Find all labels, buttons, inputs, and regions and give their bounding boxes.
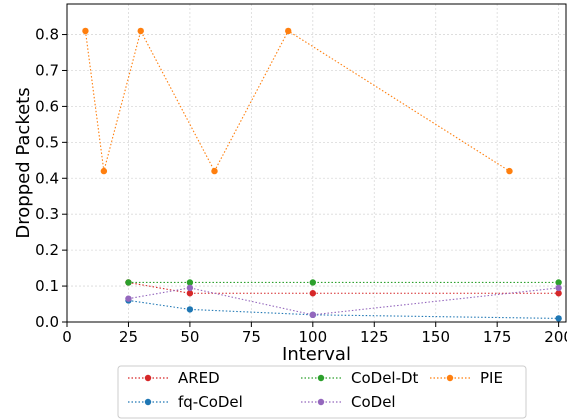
y-tick-label: 0.7 — [35, 61, 59, 79]
data-point — [186, 306, 194, 313]
data-point — [555, 290, 562, 297]
legend-item: fq-CoDel — [128, 393, 243, 411]
legend-marker — [317, 398, 325, 406]
data-point — [506, 167, 513, 175]
legend-item: CoDel-Dt — [301, 369, 419, 387]
x-axis-title: Interval — [282, 344, 351, 365]
series-line — [128, 287, 559, 316]
legend-marker — [144, 374, 152, 382]
x-tick-label: 200 — [544, 328, 567, 346]
data-point — [555, 279, 562, 286]
legend-item: ARED — [128, 369, 220, 387]
data-point — [125, 279, 132, 286]
series-line — [84, 29, 510, 173]
data-point — [309, 290, 317, 297]
data-point — [137, 27, 144, 35]
legend-marker — [317, 374, 325, 382]
x-tick-label: 100 — [298, 328, 327, 346]
x-tick-label: 50 — [180, 328, 199, 346]
series-codel — [125, 284, 562, 319]
data-point — [285, 27, 292, 35]
series-line — [128, 281, 559, 294]
y-tick-label: 0.1 — [35, 277, 59, 295]
data-point — [186, 290, 194, 297]
x-axis: 0 25 50 75 100 125 150 175 200 — [62, 322, 567, 346]
legend-item: PIE — [430, 369, 503, 387]
y-tick-label: 0.5 — [35, 133, 59, 151]
y-tick-label: 0.3 — [35, 205, 59, 223]
data-point — [82, 27, 89, 35]
x-tick-label: 0 — [62, 328, 72, 346]
series-fq-codel — [125, 297, 562, 322]
y-tick-label: 0.4 — [35, 169, 59, 187]
data-point — [309, 279, 317, 286]
series-codel-dt — [125, 279, 562, 286]
series-layer — [82, 27, 562, 322]
x-tick-label: 125 — [360, 328, 389, 346]
legend-marker — [144, 398, 152, 406]
legend-label: fq-CoDel — [178, 393, 243, 411]
legend-label: CoDel — [351, 393, 396, 411]
data-point — [211, 167, 218, 175]
data-point — [555, 284, 562, 292]
y-axis-title: Dropped Packets — [13, 87, 34, 238]
legend-item: CoDel — [301, 393, 396, 411]
y-tick-label: 0.0 — [35, 313, 59, 331]
data-point — [100, 167, 108, 175]
x-tick-label: 75 — [242, 328, 261, 346]
y-axis: 0.0 0.1 0.2 0.3 0.4 0.5 0.6 0.7 0.8 — [35, 26, 67, 331]
data-point — [186, 279, 194, 286]
series-pie — [82, 27, 513, 175]
y-tick-label: 0.6 — [35, 97, 59, 115]
plot-frame — [66, 3, 567, 323]
x-tick-label: 150 — [421, 328, 450, 346]
y-tick-label: 0.2 — [35, 241, 59, 259]
x-tick-label: 175 — [483, 328, 512, 346]
legend-label: PIE — [480, 369, 503, 387]
y-tick-label: 0.8 — [35, 26, 59, 44]
grid-lines — [66, 4, 566, 323]
x-tick-label: 25 — [119, 328, 138, 346]
legend: ARED fq-CoDel CoDel-Dt CoDel PIE — [117, 365, 527, 419]
legend-label: ARED — [178, 369, 220, 387]
legend-marker — [446, 374, 454, 382]
data-point — [309, 311, 317, 319]
legend-label: CoDel-Dt — [351, 369, 419, 387]
legend-box — [117, 365, 527, 419]
data-point — [125, 295, 132, 302]
series-line — [128, 299, 559, 319]
data-point — [186, 284, 194, 292]
data-point — [555, 315, 562, 322]
